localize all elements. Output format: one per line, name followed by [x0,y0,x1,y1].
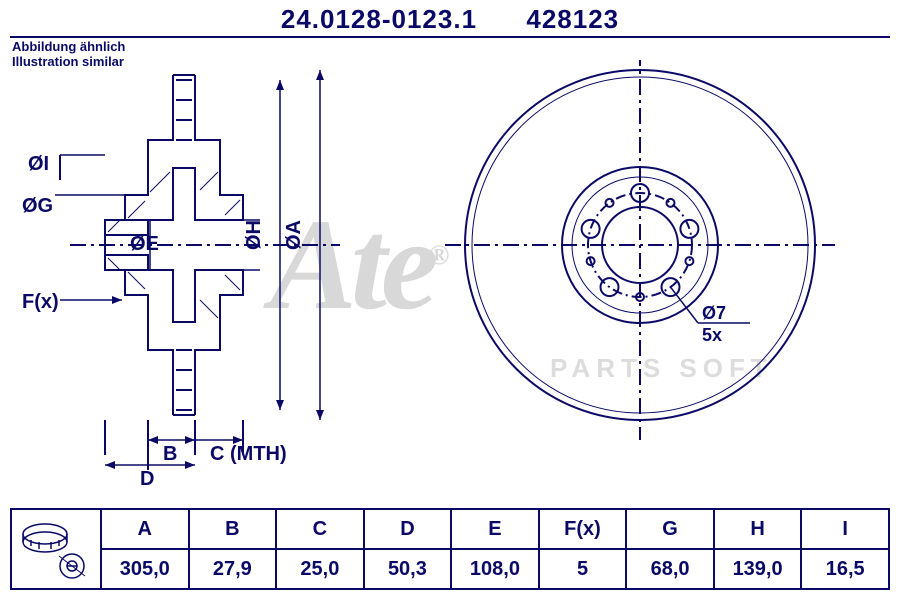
val-I: 16,5 [801,549,889,589]
val-D: 50,3 [364,549,452,589]
header-rule [10,36,890,38]
technical-drawing: ØI ØG ØE ØH ØA F(x) [0,60,900,490]
val-C: 25,0 [276,549,364,589]
val-B: 27,9 [189,549,277,589]
col-B: B [189,509,277,549]
label-C: C (MTH) [210,443,287,465]
col-A: A [101,509,189,549]
col-E: E [451,509,539,549]
col-G: G [626,509,714,549]
dimension-table: A B C D E F(x) G H I 305,0 27,9 25,0 50,… [10,508,890,590]
table-value-row: 305,0 27,9 25,0 50,3 108,0 5 68,0 139,0 … [11,549,889,589]
col-C: C [276,509,364,549]
alt-number: 428123 [526,4,619,34]
val-E: 108,0 [451,549,539,589]
part-number: 24.0128-0123.1 [281,4,477,34]
val-F: 5 [539,549,627,589]
label-OA: ØA [283,220,305,250]
label-OE: ØE [130,233,159,255]
header: 24.0128-0123.1 428123 [0,4,900,35]
table-header-row: A B C D E F(x) G H I [11,509,889,549]
subtitle-line1: Abbildung ähnlich [12,40,125,55]
label-bolt-count: 5x [702,325,722,345]
label-OG: ØG [22,195,53,217]
val-A: 305,0 [101,549,189,589]
label-OI: ØI [28,153,49,175]
label-Fx: F(x) [22,291,59,313]
table-icon-cell [11,509,101,589]
label-bolt-dia: Ø7 [702,303,726,323]
col-D: D [364,509,452,549]
label-B: B [163,443,177,465]
val-H: 139,0 [714,549,802,589]
col-I: I [801,509,889,549]
col-H: H [714,509,802,549]
label-OH: ØH [243,220,265,250]
val-G: 68,0 [626,549,714,589]
label-D: D [140,468,154,490]
col-F: F(x) [539,509,627,549]
